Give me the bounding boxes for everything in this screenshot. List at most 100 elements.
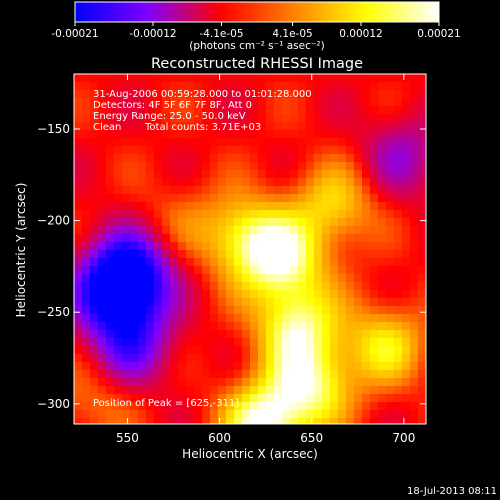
heatmap-cell — [322, 114, 331, 123]
heatmap-cell — [162, 386, 171, 395]
heatmap-cell — [106, 258, 115, 267]
heatmap-cell — [82, 162, 91, 171]
heatmap-cell — [138, 130, 147, 139]
heatmap-cell — [418, 354, 426, 363]
heatmap-cell — [194, 202, 203, 211]
heatmap-cell — [138, 194, 147, 203]
heatmap-cell — [354, 370, 363, 379]
heatmap-cell — [306, 98, 315, 107]
heatmap-cell — [370, 402, 379, 411]
heatmap-cell — [90, 346, 99, 355]
heatmap-cell — [378, 274, 387, 283]
heatmap-cell — [370, 202, 379, 211]
heatmap-cell — [266, 282, 275, 291]
heatmap-cell — [402, 114, 411, 123]
heatmap-cell — [154, 250, 163, 259]
heatmap-cell — [274, 282, 283, 291]
heatmap-cell — [194, 362, 203, 371]
heatmap-cell — [282, 178, 291, 187]
heatmap-cell — [362, 178, 371, 187]
heatmap-cell — [386, 354, 395, 363]
heatmap-cell — [122, 330, 131, 339]
heatmap-cell — [314, 394, 323, 403]
heatmap-cell — [98, 146, 107, 155]
heatmap-cell — [122, 154, 131, 163]
heatmap-cell — [370, 370, 379, 379]
y-axis-label: Heliocentric Y (arcsec) — [14, 183, 28, 318]
heatmap-cell — [242, 234, 251, 243]
heatmap-cell — [98, 194, 107, 203]
heatmap-cell — [146, 194, 155, 203]
heatmap-cell — [330, 202, 339, 211]
heatmap-cell — [338, 274, 347, 283]
heatmap-cell — [290, 154, 299, 163]
heatmap-cell — [370, 170, 379, 179]
heatmap-cell — [266, 402, 275, 411]
heatmap-cell — [90, 194, 99, 203]
heatmap-cell — [178, 138, 187, 147]
heatmap-cell — [394, 90, 403, 99]
heatmap-cell — [90, 258, 99, 267]
heatmap-cell — [274, 306, 283, 315]
heatmap-cell — [338, 122, 347, 131]
heatmap-cell — [338, 282, 347, 291]
heatmap-cell — [154, 266, 163, 275]
heatmap-cell — [402, 106, 411, 115]
heatmap-cell — [322, 138, 331, 147]
heatmap-cell — [250, 98, 259, 107]
heatmap-cell — [282, 402, 291, 411]
heatmap-cell — [290, 282, 299, 291]
heatmap-cell — [418, 258, 426, 267]
heatmap-cell — [418, 298, 426, 307]
heatmap-cell — [258, 250, 267, 259]
heatmap-cell — [258, 274, 267, 283]
heatmap-cell — [298, 274, 307, 283]
heatmap-cell — [322, 322, 331, 331]
heatmap-cell — [234, 250, 243, 259]
heatmap-cell — [338, 338, 347, 347]
heatmap-cell — [322, 370, 331, 379]
heatmap-cell — [266, 234, 275, 243]
heatmap-cell — [138, 306, 147, 315]
heatmap-cell — [138, 82, 147, 91]
heatmap-cell — [378, 154, 387, 163]
heatmap-cell — [386, 418, 395, 424]
heatmap-cell — [210, 378, 219, 387]
heatmap-cell — [82, 242, 91, 251]
heatmap-cell — [154, 418, 163, 424]
heatmap-cell — [242, 218, 251, 227]
heatmap-cell — [266, 98, 275, 107]
heatmap-cell — [210, 226, 219, 235]
heatmap-cell — [138, 402, 147, 411]
heatmap-cell — [274, 90, 283, 99]
heatmap-cell — [130, 186, 139, 195]
heatmap-cell — [242, 258, 251, 267]
heatmap-cell — [354, 338, 363, 347]
heatmap-cell — [338, 218, 347, 227]
heatmap-cell — [250, 386, 259, 395]
heatmap-cell — [378, 138, 387, 147]
heatmap-cell — [402, 298, 411, 307]
heatmap-cell — [322, 242, 331, 251]
heatmap-cell — [218, 242, 227, 251]
heatmap-cell — [282, 330, 291, 339]
heatmap-cell — [98, 202, 107, 211]
heatmap-cell — [130, 274, 139, 283]
heatmap-cell — [178, 194, 187, 203]
heatmap-cell — [170, 250, 179, 259]
heatmap-cell — [258, 130, 267, 139]
heatmap-cell — [82, 354, 91, 363]
heatmap-cell — [322, 98, 331, 107]
heatmap-cell — [226, 402, 235, 411]
heatmap-cell — [146, 322, 155, 331]
colorbar-tick-label: 0.00021 — [417, 28, 460, 40]
heatmap-cell — [146, 170, 155, 179]
heatmap-cell — [282, 226, 291, 235]
heatmap-cell — [202, 106, 211, 115]
heatmap-cell — [322, 146, 331, 155]
heatmap-cell — [362, 122, 371, 131]
heatmap-cell — [154, 410, 163, 419]
heatmap-cell — [98, 98, 107, 107]
heatmap-cell — [114, 194, 123, 203]
heatmap-cell — [74, 114, 83, 123]
